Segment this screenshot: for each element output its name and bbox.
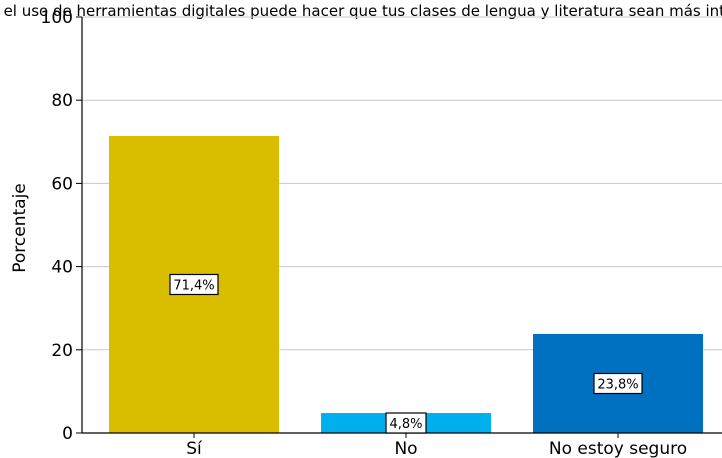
x-tick-label: No bbox=[394, 439, 417, 458]
y-tick-label: 40 bbox=[51, 258, 73, 278]
y-tick-label: 80 bbox=[51, 91, 73, 111]
y-axis-title: Porcentaje bbox=[10, 183, 30, 273]
y-axis-ticks: 0 20 40 60 80 100 bbox=[41, 8, 82, 444]
x-tick-label: Sí bbox=[186, 439, 203, 458]
y-tick-label: 20 bbox=[51, 341, 73, 361]
data-label-box bbox=[169, 273, 219, 296]
data-labels: 71,4% 4,8% 23,8% bbox=[169, 273, 643, 434]
data-label: 4,8% bbox=[389, 417, 422, 432]
y-tick-label: 100 bbox=[41, 8, 73, 28]
data-label: 23,8% bbox=[597, 377, 638, 392]
x-axis-labels: Sí No No estoy seguro bbox=[186, 433, 687, 458]
y-tick-label: 0 bbox=[62, 424, 73, 444]
data-label: 71,4% bbox=[173, 278, 214, 293]
data-label-box bbox=[385, 412, 427, 434]
chart-title: ¿Crees que el uso de herramientas digita… bbox=[0, 2, 722, 20]
y-tick-label: 60 bbox=[51, 174, 73, 194]
data-label-box bbox=[593, 372, 643, 395]
x-tick-label: No estoy seguro bbox=[549, 439, 687, 458]
